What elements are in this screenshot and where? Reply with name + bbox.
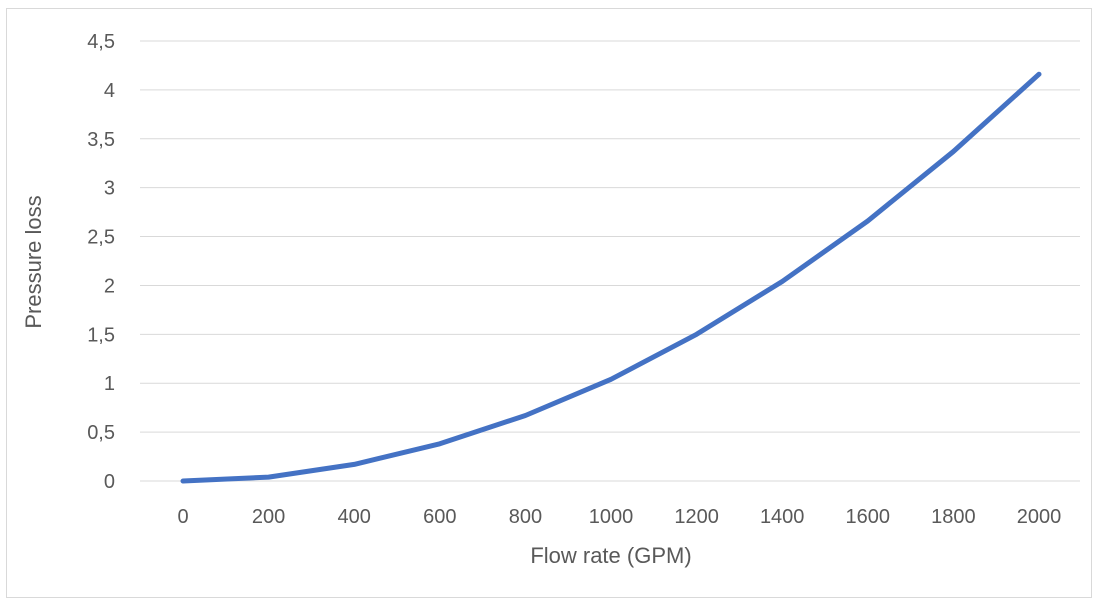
y-tick-label: 4,5 (87, 31, 115, 53)
y-tick-label: 3 (104, 178, 115, 200)
x-tick-label: 1600 (846, 506, 891, 528)
y-tick-label: 1,5 (87, 324, 115, 346)
x-tick-label: 600 (423, 506, 456, 528)
grid-lines (140, 40, 1080, 482)
x-axis-tick-labels: 0 200 400 600 800 1000 1200 1400 1600 1800 2000 (177, 506, 1061, 528)
y-tick-label: 2,5 (87, 227, 115, 249)
series-line (180, 71, 1042, 484)
y-tick-label: 0 (104, 471, 115, 493)
y-tick-label: 0,5 (87, 422, 115, 444)
x-tick-label: 1800 (931, 506, 976, 528)
series-layer (180, 71, 1042, 484)
y-tick-label: 4 (104, 80, 115, 102)
x-tick-label: 400 (338, 506, 371, 528)
y-tick-label: 3,5 (87, 129, 115, 151)
x-axis-title: Flow rate (GPM) (530, 543, 691, 568)
x-tick-label: 2000 (1017, 506, 1062, 528)
y-tick-label: 2 (104, 275, 115, 297)
x-tick-label: 200 (252, 506, 285, 528)
x-tick-label: 1000 (589, 506, 634, 528)
x-tick-label: 800 (509, 506, 542, 528)
x-tick-label: 0 (177, 506, 188, 528)
x-tick-label: 1200 (674, 506, 719, 528)
x-tick-label: 1400 (760, 506, 805, 528)
y-axis-title: Pressure loss (21, 195, 46, 328)
chart-frame (6, 8, 1092, 598)
y-axis-tick-labels: 0 0,5 1 1,5 2 2,5 3 3,5 4 4,5 (87, 31, 115, 493)
y-tick-label: 1 (104, 373, 115, 395)
